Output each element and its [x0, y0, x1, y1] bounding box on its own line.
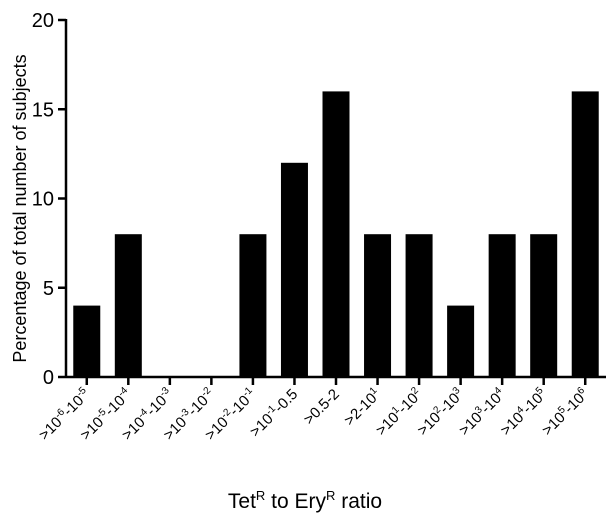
bars-group	[73, 91, 599, 378]
y-tick-label-0: 0	[43, 367, 54, 389]
x-axis-label: TetR to EryR ratio	[228, 488, 382, 513]
y-tick-label-1: 5	[43, 278, 54, 300]
bar-0	[73, 305, 101, 377]
y-ticks-group: 0 5 10 15 20	[32, 10, 66, 389]
bar-10	[488, 234, 516, 377]
bar-12	[571, 91, 599, 378]
bar-7	[364, 234, 392, 377]
bar-8	[405, 234, 433, 377]
bar-4	[239, 234, 267, 377]
x-ticks-group: >10-6-10-5>10-5-10-4>10-4-10-3>10-3-10-2…	[36, 377, 592, 444]
y-tick-label-3: 15	[32, 99, 54, 121]
bar-6	[322, 91, 350, 378]
bar-5	[280, 162, 308, 377]
bar-1	[114, 234, 142, 377]
y-axis-label: Percentage of total number of subjects	[10, 54, 30, 362]
y-tick-label-4: 20	[32, 10, 54, 32]
bar-11	[530, 234, 558, 377]
x-tick-label-12: >105-106	[538, 385, 592, 439]
y-tick-label-2: 10	[32, 189, 54, 211]
bar-9	[447, 305, 475, 377]
x-tick-label-6: >0.5-2	[300, 386, 342, 428]
